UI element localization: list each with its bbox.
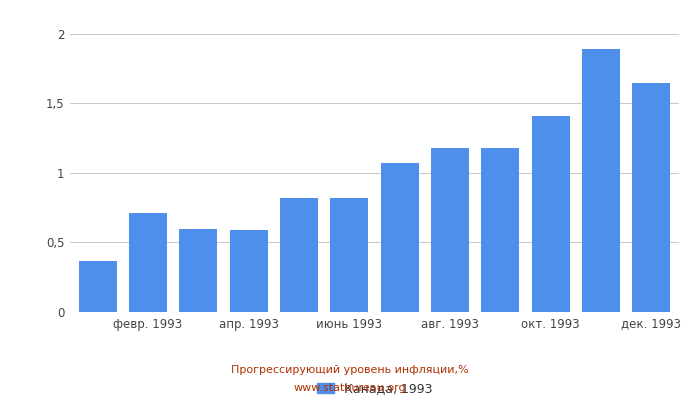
Bar [280,198,318,312]
Bar [632,82,670,312]
Text: Прогрессирующий уровень инфляции,%: Прогрессирующий уровень инфляции,% [231,365,469,375]
Bar [129,213,167,312]
Bar [431,148,469,312]
Bar [532,116,570,312]
Bar [482,148,519,312]
Bar [179,228,217,312]
Bar [582,49,620,312]
Bar [79,260,117,312]
Text: www.statbureau.org: www.statbureau.org [294,383,406,393]
Bar [330,198,368,312]
Legend: Канада, 1993: Канада, 1993 [316,382,433,396]
Bar [230,230,267,312]
Bar [381,163,419,312]
